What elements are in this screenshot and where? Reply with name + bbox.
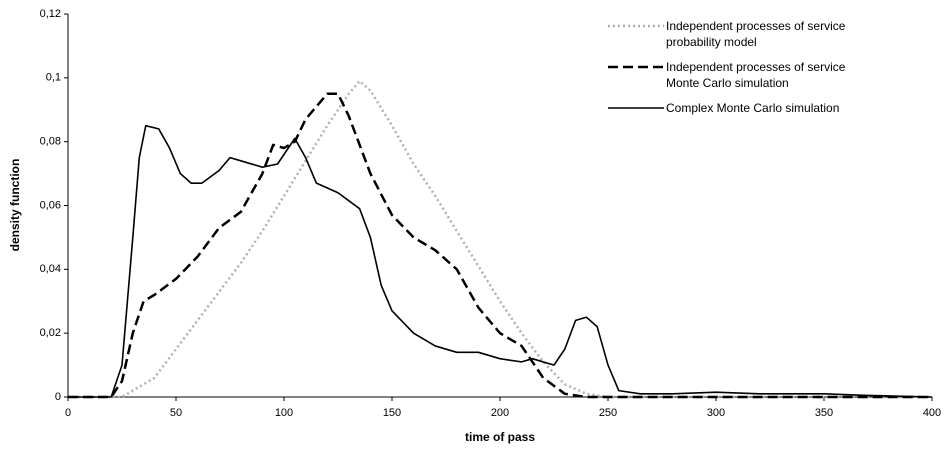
y-tick-label: 0,06	[40, 199, 61, 211]
legend-entry: Independent processes of service Monte C…	[606, 59, 881, 91]
series-line	[68, 92, 932, 399]
legend-swatch	[608, 65, 664, 69]
x-tick-label: 0	[65, 407, 71, 419]
legend: Independent processes of service probabi…	[606, 18, 881, 116]
legend-swatch	[608, 107, 664, 109]
y-tick-label: 0,08	[40, 136, 61, 148]
x-tick-label: 250	[599, 407, 617, 419]
legend-entry: Complex Monte Carlo simulation	[606, 100, 881, 116]
y-axis-title: density function	[8, 159, 22, 252]
y-tick-label: 0,12	[40, 8, 61, 20]
x-tick-label: 150	[383, 407, 401, 419]
legend-entry: Independent processes of service probabi…	[606, 18, 881, 50]
legend-swatch	[608, 24, 664, 28]
series-line	[68, 79, 932, 399]
y-tick-label: 0,1	[46, 72, 61, 84]
legend-label: Complex Monte Carlo simulation	[666, 101, 840, 115]
x-tick-label: 350	[815, 407, 833, 419]
x-tick-label: 300	[707, 407, 725, 419]
legend-label: Independent processes of service Monte C…	[666, 60, 846, 90]
x-axis-title: time of pass	[465, 430, 535, 444]
legend-label: Independent processes of service probabi…	[666, 19, 846, 49]
y-tick-label: 0,04	[40, 263, 61, 275]
x-tick-label: 400	[923, 407, 941, 419]
x-tick-label: 200	[491, 407, 509, 419]
series-line	[68, 124, 933, 398]
y-tick-label: 0	[55, 391, 61, 403]
y-tick-label: 0,02	[40, 327, 61, 339]
x-tick-label: 100	[275, 407, 293, 419]
x-tick-label: 50	[170, 407, 182, 419]
